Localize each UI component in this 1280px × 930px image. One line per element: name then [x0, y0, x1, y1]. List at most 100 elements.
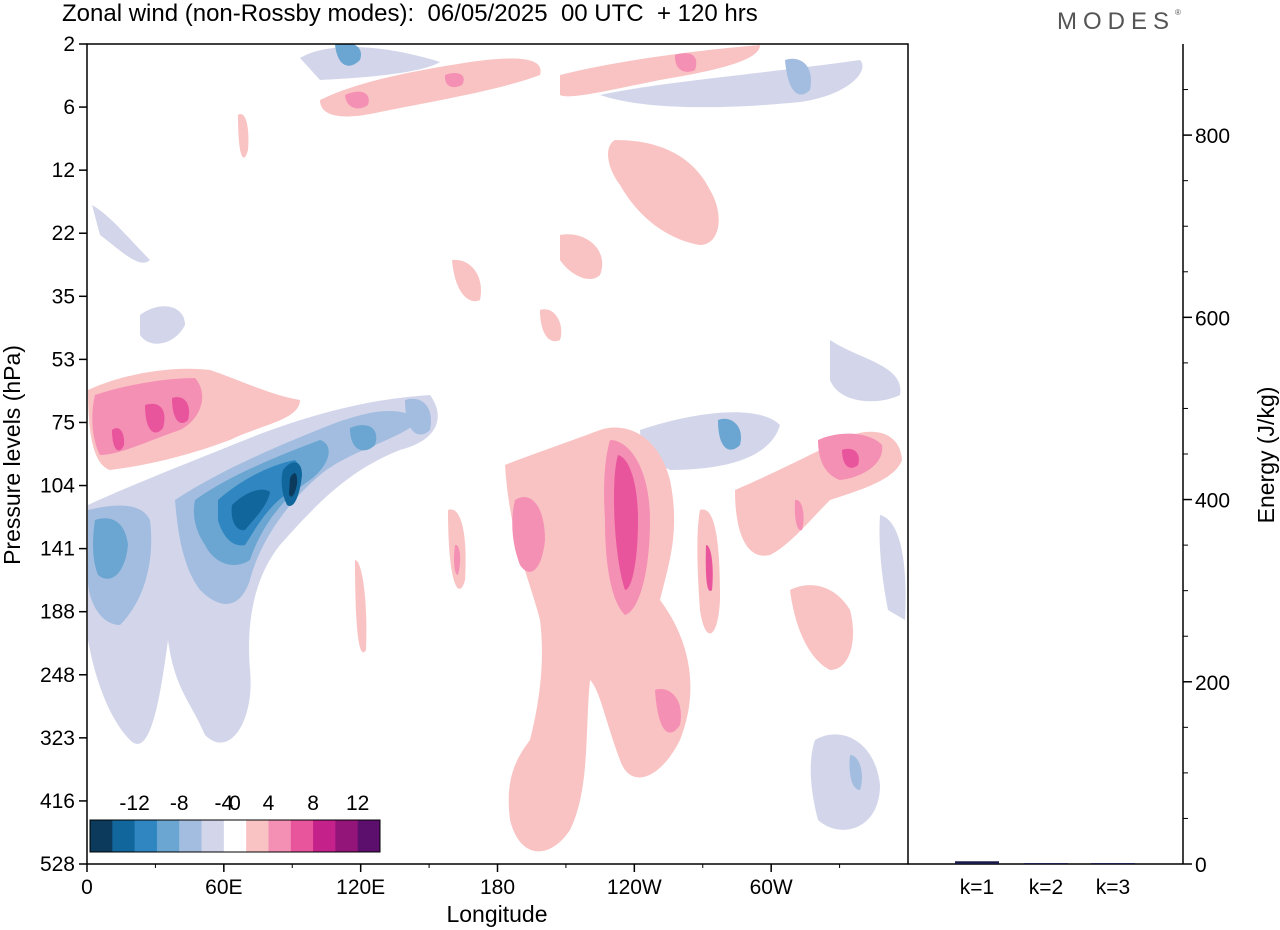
x-axis-label: Longitude [446, 901, 547, 927]
contour-patch [405, 398, 431, 435]
energy-bar [1091, 863, 1135, 865]
contour-patch [300, 46, 440, 80]
y-tick-label: 35 [52, 285, 75, 308]
energy-bar [955, 861, 999, 864]
contour-patch [289, 473, 298, 497]
colorbar-label: 0 [229, 792, 241, 815]
energy-category-label: k=3 [1096, 876, 1130, 899]
colorbar-swatch [134, 820, 158, 852]
energy-axis-label: Energy (J/kg) [1253, 387, 1279, 524]
colorbar-swatch [179, 820, 203, 852]
contour-patch [640, 412, 780, 470]
y-tick-label: 188 [40, 601, 75, 624]
contour-patch [674, 53, 697, 72]
energy-tick-label: 400 [1195, 490, 1230, 513]
colorbar-label: 4 [263, 792, 275, 815]
contour-patch [540, 309, 562, 342]
y-tick-label: 6 [63, 96, 75, 119]
energy-tick-label: 200 [1195, 672, 1230, 695]
energy-tick-label: 600 [1195, 307, 1230, 330]
colorbar: -12 -8 -40 4 8 12 [89, 792, 381, 853]
y-axis: 2 6 12 22 35 53 75 104 141 188 248 323 416 528 [40, 33, 87, 876]
y-tick-label: 528 [40, 853, 75, 876]
colorbar-swatch [112, 820, 136, 852]
colorbar-swatch [201, 820, 225, 852]
brand-logo: MODES® [1057, 8, 1181, 35]
x-tick-label: 60W [750, 876, 793, 899]
colorbar-label: 12 [346, 792, 369, 815]
x-axis: 0 60E 120E 180 120W 60W [81, 864, 841, 899]
contour-patch [452, 259, 481, 302]
colorbar-swatch [156, 820, 180, 852]
y-axis-label: Pressure levels (hPa) [0, 345, 25, 565]
y-tick-label: 12 [52, 159, 75, 182]
contour-patch [92, 205, 150, 263]
contour-patch [238, 114, 249, 158]
y-tick-label: 2 [63, 33, 75, 56]
colorbar-swatch [313, 820, 336, 852]
contour-patch [145, 403, 165, 433]
energy-category-label: k=2 [1029, 876, 1063, 899]
contour-patch [112, 428, 125, 451]
contour-patch [794, 499, 804, 531]
contour-patch [705, 545, 713, 591]
contour-patch [785, 58, 811, 95]
colorbar-swatch [357, 820, 381, 852]
contour-patch [842, 448, 859, 468]
contour-patch [849, 755, 862, 790]
energy-tick-label: 0 [1195, 854, 1207, 877]
colorbar-frame [89, 819, 381, 853]
y-tick-label: 22 [52, 222, 75, 245]
colorbar-label: -12 [119, 792, 149, 815]
x-tick-label: 60E [205, 876, 242, 899]
x-tick-label: 0 [81, 876, 93, 899]
y-tick-label: 416 [40, 790, 75, 813]
y-tick-label: 248 [40, 664, 75, 687]
colorbar-swatch [268, 820, 292, 852]
x-tick-label: 180 [480, 876, 515, 899]
contour-patch [790, 585, 854, 670]
colorbar-label: 8 [307, 792, 319, 815]
colorbar-swatch [223, 820, 247, 852]
x-tick-label: 120W [607, 876, 662, 899]
contour-patch [560, 45, 760, 97]
contour-patch [350, 425, 377, 451]
contour-patch [444, 73, 464, 88]
colorbar-swatch [246, 820, 269, 852]
contour-patch [345, 91, 369, 109]
x-tick-label: 120E [336, 876, 385, 899]
energy-category-label: k=1 [960, 876, 994, 899]
y-tick-label: 75 [52, 411, 75, 434]
y-tick-label: 104 [40, 475, 75, 498]
colorbar-swatch [335, 820, 359, 852]
contour-patch [505, 427, 691, 852]
colorbar-swatch [290, 820, 314, 852]
chart-title: Zonal wind (non-Rossby modes): 06/05/202… [62, 0, 758, 27]
contour-patch [879, 515, 906, 620]
y-tick-label: 141 [40, 538, 75, 561]
contour-patch [718, 418, 741, 450]
energy-bar-chart: 0 200 400 600 800 k=1 k=2 k=3 Energy (J/kg) [908, 44, 1279, 899]
contour-patch [655, 689, 681, 733]
contour-patch [88, 395, 438, 744]
y-tick-label: 323 [40, 727, 75, 750]
contour-patch [830, 340, 901, 402]
contour-patch [614, 455, 638, 590]
colorbar-label: -4 [215, 792, 234, 815]
colorbar-swatch [90, 820, 113, 852]
contour-patch [454, 544, 461, 575]
contour-patch [355, 560, 367, 653]
contour-patch [560, 234, 603, 280]
energy-bar [1024, 863, 1068, 865]
contour-patch [140, 306, 185, 344]
contour-patch [320, 58, 541, 117]
contour-patch [93, 518, 128, 579]
energy-tick-label: 800 [1195, 125, 1230, 148]
y-tick-label: 53 [52, 348, 75, 371]
colorbar-label: -8 [170, 792, 189, 815]
contour-patch [512, 496, 545, 572]
heatmap-field [88, 44, 906, 852]
contour-patch [608, 140, 719, 245]
contour-patch [810, 734, 880, 830]
